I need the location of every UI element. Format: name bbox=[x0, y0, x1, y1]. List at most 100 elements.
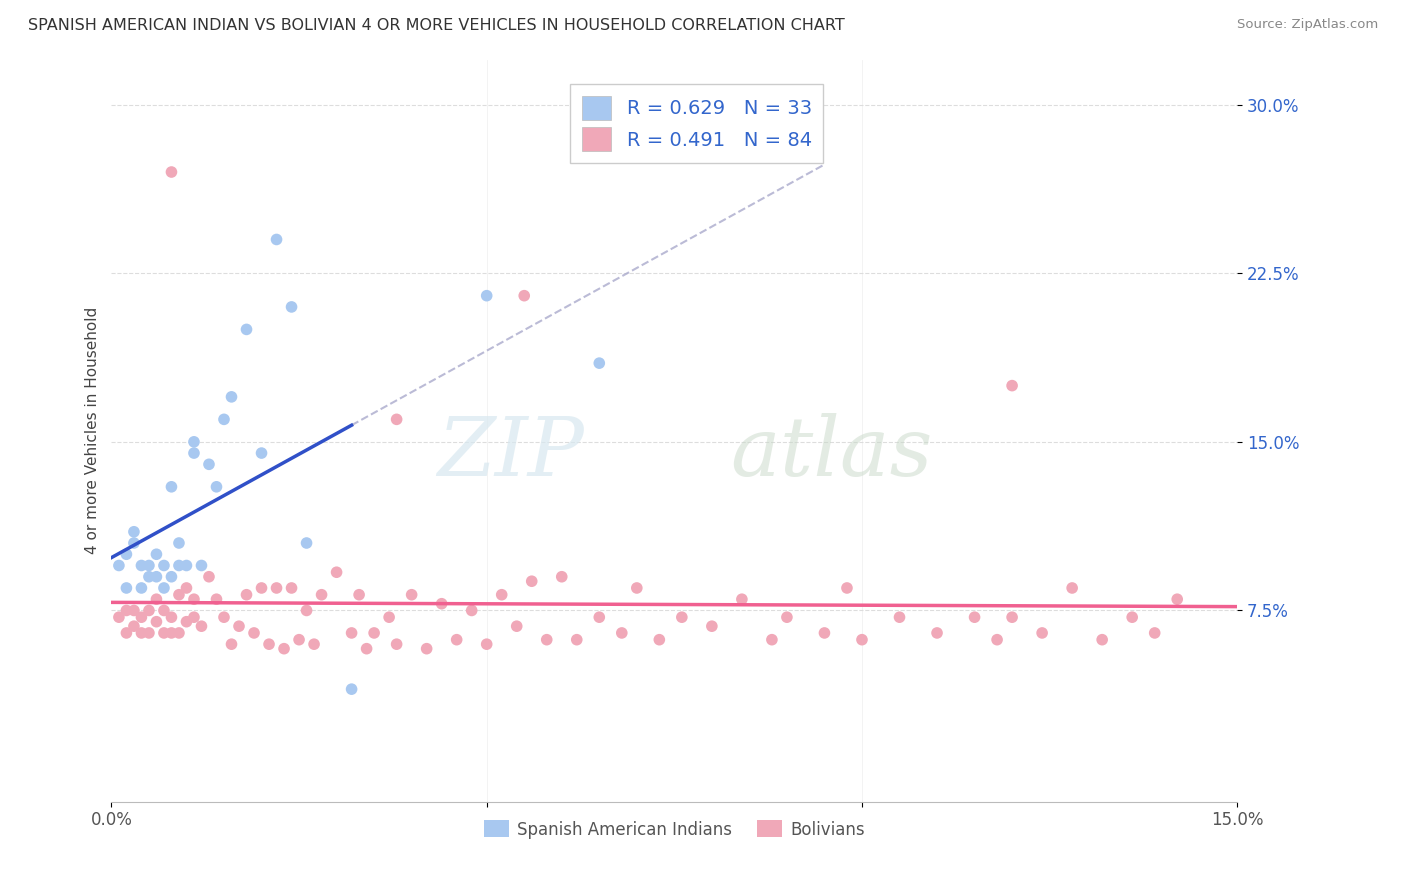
Point bbox=[198, 570, 221, 584]
Point bbox=[851, 632, 873, 647]
Point bbox=[813, 626, 835, 640]
Point bbox=[183, 610, 205, 624]
Point bbox=[588, 356, 610, 370]
Point bbox=[145, 547, 167, 561]
Point bbox=[266, 232, 288, 246]
Point bbox=[221, 637, 243, 651]
Point bbox=[190, 619, 212, 633]
Point bbox=[138, 603, 160, 617]
Point bbox=[347, 588, 370, 602]
Point bbox=[108, 558, 131, 573]
Point bbox=[131, 558, 153, 573]
Y-axis label: 4 or more Vehicles in Household: 4 or more Vehicles in Household bbox=[86, 307, 100, 554]
Point bbox=[776, 610, 799, 624]
Point bbox=[167, 536, 190, 550]
Point bbox=[160, 165, 183, 179]
Point bbox=[700, 619, 723, 633]
Point bbox=[280, 581, 302, 595]
Point bbox=[925, 626, 948, 640]
Point bbox=[325, 566, 347, 580]
Point bbox=[212, 610, 235, 624]
Point bbox=[122, 536, 145, 550]
Point bbox=[131, 626, 153, 640]
Text: atlas: atlas bbox=[731, 413, 934, 493]
Point bbox=[176, 581, 198, 595]
Point bbox=[205, 592, 228, 607]
Point bbox=[160, 480, 183, 494]
Point bbox=[190, 558, 212, 573]
Point bbox=[513, 288, 536, 302]
Point bbox=[138, 558, 160, 573]
Point bbox=[115, 626, 138, 640]
Point bbox=[506, 619, 529, 633]
Point bbox=[1031, 626, 1053, 640]
Point bbox=[145, 615, 167, 629]
Point bbox=[160, 626, 183, 640]
Point bbox=[167, 626, 190, 640]
Point bbox=[460, 603, 482, 617]
Point bbox=[1166, 592, 1188, 607]
Point bbox=[889, 610, 911, 624]
Point bbox=[183, 434, 205, 449]
Point bbox=[986, 632, 1008, 647]
Point bbox=[551, 570, 574, 584]
Point bbox=[153, 626, 176, 640]
Point bbox=[266, 581, 288, 595]
Point bbox=[491, 588, 513, 602]
Point bbox=[273, 641, 295, 656]
Point bbox=[415, 641, 437, 656]
Point bbox=[153, 603, 176, 617]
Point bbox=[288, 632, 311, 647]
Point bbox=[257, 637, 280, 651]
Point bbox=[228, 619, 250, 633]
Point bbox=[1121, 610, 1143, 624]
Point bbox=[131, 610, 153, 624]
Point bbox=[176, 558, 198, 573]
Point bbox=[475, 288, 498, 302]
Point bbox=[588, 610, 610, 624]
Point bbox=[610, 626, 633, 640]
Point bbox=[648, 632, 671, 647]
Point bbox=[302, 637, 325, 651]
Point bbox=[340, 626, 363, 640]
Point bbox=[221, 390, 243, 404]
Point bbox=[115, 581, 138, 595]
Point bbox=[131, 581, 153, 595]
Point bbox=[122, 603, 145, 617]
Point bbox=[122, 619, 145, 633]
Point bbox=[536, 632, 558, 647]
Point bbox=[122, 524, 145, 539]
Point bbox=[160, 610, 183, 624]
Point bbox=[565, 632, 588, 647]
Point bbox=[475, 637, 498, 651]
Point bbox=[1062, 581, 1084, 595]
Point bbox=[1143, 626, 1166, 640]
Point bbox=[153, 581, 176, 595]
Point bbox=[198, 458, 221, 472]
Point bbox=[356, 641, 378, 656]
Point bbox=[212, 412, 235, 426]
Point bbox=[626, 581, 648, 595]
Point bbox=[363, 626, 385, 640]
Point bbox=[205, 480, 228, 494]
Point bbox=[378, 610, 401, 624]
Text: ZIP: ZIP bbox=[437, 413, 585, 493]
Point bbox=[183, 446, 205, 460]
Point bbox=[250, 581, 273, 595]
Point bbox=[108, 610, 131, 624]
Point bbox=[295, 536, 318, 550]
Point bbox=[671, 610, 693, 624]
Legend: Spanish American Indians, Bolivians: Spanish American Indians, Bolivians bbox=[477, 814, 872, 846]
Point bbox=[1001, 610, 1024, 624]
Point bbox=[385, 412, 408, 426]
Point bbox=[145, 592, 167, 607]
Point bbox=[1091, 632, 1114, 647]
Text: Source: ZipAtlas.com: Source: ZipAtlas.com bbox=[1237, 18, 1378, 31]
Point bbox=[243, 626, 266, 640]
Point bbox=[446, 632, 468, 647]
Point bbox=[295, 603, 318, 617]
Point bbox=[235, 588, 257, 602]
Point bbox=[835, 581, 858, 595]
Text: SPANISH AMERICAN INDIAN VS BOLIVIAN 4 OR MORE VEHICLES IN HOUSEHOLD CORRELATION : SPANISH AMERICAN INDIAN VS BOLIVIAN 4 OR… bbox=[28, 18, 845, 33]
Point bbox=[145, 570, 167, 584]
